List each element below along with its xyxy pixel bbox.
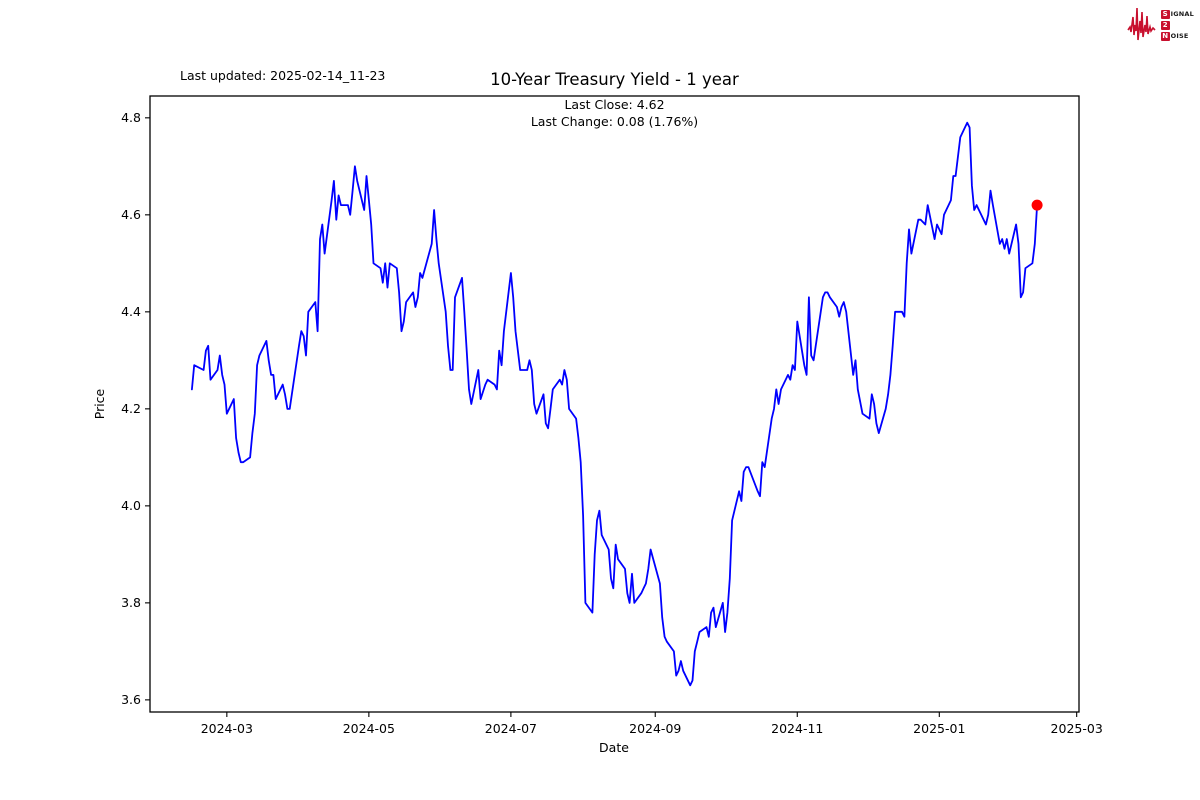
chart-title: 10-Year Treasury Yield - 1 year [490,70,739,89]
x-tick-label: 2025-01 [913,721,965,736]
last-close-annotation: Last Close: 4.62 [564,97,665,112]
x-tick-label: 2024-07 [485,721,537,736]
plot-border [149,95,1080,713]
last-updated-text: Last updated: 2025-02-14_11-23 [180,68,386,83]
x-tick-label: 2025-03 [1051,721,1103,736]
logo-text-oise: OISE [1170,31,1189,40]
last-change-annotation: Last Change: 0.08 (1.76%) [530,114,699,129]
x-tick-label: 2024-05 [343,721,395,736]
logo-badge-s: S [1160,9,1170,19]
y-axis-ticks: 4.8 4.6 4.4 4.2 4.0 3.8 3.6 [121,110,150,707]
x-axis-ticks: 2024-03 2024-05 2024-07 2024-09 2024-11 2025-… [201,712,1103,736]
y-tick-label: 4.0 [121,498,141,513]
logo-badge-n: N [1160,31,1170,41]
logo-badge-2: 2 [1160,20,1170,30]
x-axis-label: Date [599,740,629,755]
x-tick-label: 2024-03 [201,721,253,736]
y-tick-label: 4.2 [121,401,141,416]
logo-row-2: 2 [1160,20,1194,30]
y-tick-label: 3.6 [121,692,141,707]
logo-text-ignal: IGNAL [1170,9,1194,18]
x-tick-label: 2024-11 [771,721,823,736]
logo-row-signal: S IGNAL [1160,9,1194,19]
y-axis-label: Price [92,388,107,419]
y-tick-label: 3.8 [121,595,141,610]
x-tick-label: 2024-09 [629,721,681,736]
price-line [190,121,1038,687]
waveform-icon [1126,7,1156,41]
signal2noise-logo: S IGNAL 2 N OISE [1126,3,1194,47]
logo-text: S IGNAL 2 N OISE [1160,9,1194,41]
y-tick-label: 4.4 [121,304,141,319]
y-tick-label: 4.8 [121,110,141,125]
logo-row-noise: N OISE [1160,31,1194,41]
y-tick-label: 4.6 [121,207,141,222]
last-point-marker [1031,199,1043,211]
